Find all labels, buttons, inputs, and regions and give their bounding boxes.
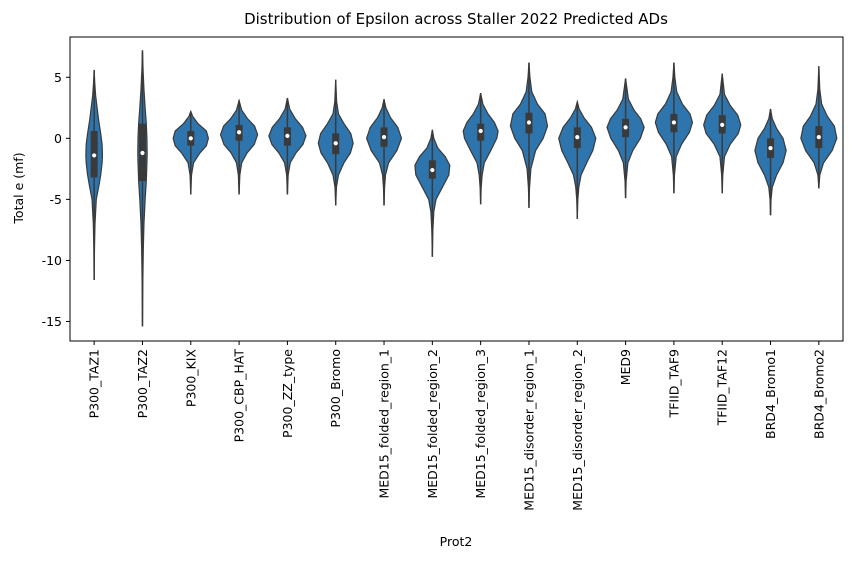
y-tick-label: -10 xyxy=(42,253,62,268)
axes-layer: 5 0 -5 -10 -15 P300_TAZ1 P300_TAZ2 P300_KIX P300… xyxy=(42,36,844,511)
violin-median xyxy=(140,150,145,156)
x-tick-label: BRD4_Bromo1 xyxy=(763,349,778,439)
x-tick-label: P300_TAZ2 xyxy=(135,349,150,418)
x-tick-label: TFIID_TAF12 xyxy=(715,349,730,426)
violin-median xyxy=(768,146,773,151)
x-tick-label: P300_Bromo xyxy=(328,349,343,428)
x-tick-label: MED15_disorder_region_2 xyxy=(570,349,585,511)
chart-title: Distribution of Epsilon across Staller 2… xyxy=(244,10,668,28)
x-tick-label: MED15_folded_region_1 xyxy=(377,349,392,499)
violin-BRD4_Bromo2 xyxy=(800,66,838,189)
violin-median xyxy=(816,135,821,140)
violin-MED15_folded_region_1 xyxy=(365,99,403,206)
violin-median xyxy=(671,120,677,125)
x-tick-label: P300_KIX xyxy=(183,349,198,408)
violins-layer xyxy=(85,50,838,327)
violin-median xyxy=(478,128,483,134)
violin-median xyxy=(333,141,338,146)
violin-MED15_disorder_region_2 xyxy=(558,99,597,219)
x-axis-label: Prot2 xyxy=(440,534,473,549)
y-axis-label: Total e (mf) xyxy=(11,152,26,224)
violin-P300_Bromo xyxy=(317,79,354,206)
y-tick-label: -5 xyxy=(50,192,62,207)
violin-BRD4_Bromo1 xyxy=(754,108,787,216)
violin-P300_KIX xyxy=(172,109,210,195)
x-tick-label: P300_CBP_HAT xyxy=(232,349,247,443)
x-tick-label: MED15_disorder_region_1 xyxy=(521,349,536,511)
x-tick-label: BRD4_Bromo2 xyxy=(811,349,826,439)
violin-MED15_folded_region_3 xyxy=(462,93,499,205)
violin-median xyxy=(526,120,532,125)
violin-MED9 xyxy=(606,78,645,199)
violin-median xyxy=(381,135,387,140)
x-tick-label: TFIID_TAF9 xyxy=(666,349,681,418)
violin-median xyxy=(430,167,435,173)
violin-P300_CBP_HAT xyxy=(219,98,259,195)
x-tick-label: MED15_folded_region_3 xyxy=(473,349,488,499)
violin-P300_TAZ2 xyxy=(137,50,148,327)
violin-median xyxy=(720,122,725,128)
violin-P300_ZZ_type xyxy=(268,97,307,195)
y-tick-label: -15 xyxy=(42,314,62,329)
violin-median xyxy=(285,133,290,138)
violin-MED15_folded_region_2 xyxy=(414,129,451,257)
violin-MED15_disorder_region_1 xyxy=(509,62,549,208)
x-tick-label: MED9 xyxy=(618,349,633,385)
violin-median xyxy=(623,125,628,130)
plot-frame xyxy=(69,36,844,342)
violin-median xyxy=(92,153,97,158)
violin-TFIID_TAF12 xyxy=(703,73,742,194)
x-tick-label: P300_ZZ_type xyxy=(280,349,295,438)
violin-median xyxy=(575,135,580,140)
violin-median xyxy=(188,136,193,141)
x-tick-label: MED15_folded_region_2 xyxy=(425,349,440,499)
x-tick-label: P300_TAZ1 xyxy=(87,349,102,418)
violin-median xyxy=(236,130,242,135)
violin-P300_TAZ1 xyxy=(85,69,104,280)
y-tick-label: 0 xyxy=(54,131,62,146)
violin-TFIID_TAF9 xyxy=(654,62,694,194)
y-tick-label: 5 xyxy=(54,70,62,85)
